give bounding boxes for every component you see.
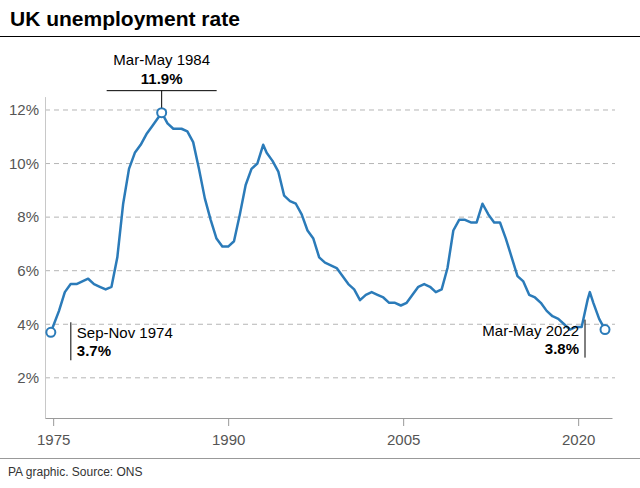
grid-line bbox=[45, 270, 615, 271]
x-axis-line bbox=[46, 418, 613, 419]
line bbox=[51, 113, 605, 333]
x-tick: 1990 bbox=[212, 418, 245, 448]
y-tick-label: 6% bbox=[17, 262, 39, 279]
y-tick: 12% bbox=[9, 101, 45, 118]
y-axis: 2% 4% 6% 8% 10% 12% bbox=[9, 97, 46, 418]
x-tick-label: 1990 bbox=[212, 431, 245, 448]
annotation-marker bbox=[601, 325, 610, 334]
y-axis-line bbox=[45, 97, 46, 418]
x-axis: 1975 1990 2005 2020 bbox=[37, 418, 613, 448]
grid-line bbox=[45, 377, 615, 378]
y-tick: 8% bbox=[17, 208, 45, 225]
x-tick-label: 2005 bbox=[387, 431, 420, 448]
title: UK unemployment rate bbox=[10, 7, 240, 30]
x-tick-mark bbox=[53, 418, 54, 426]
x-tick-mark bbox=[228, 418, 229, 426]
marks bbox=[46, 108, 609, 337]
annotation-value: 3.7% bbox=[77, 342, 111, 359]
annotations: Sep-Nov 19743.7% Mar-May 1984 11.9% Mar-May… bbox=[71, 51, 585, 361]
annotation-label: Sep-Nov 1974 bbox=[77, 324, 173, 341]
y-tick-label: 10% bbox=[9, 155, 39, 172]
x-tick: 2020 bbox=[562, 418, 595, 448]
annotation-label: Mar-May 1984 bbox=[113, 51, 210, 68]
annotation-value: 11.9% bbox=[141, 70, 183, 87]
x-tick-label: 1975 bbox=[37, 431, 70, 448]
y-tick-label: 2% bbox=[17, 369, 39, 386]
y-tick: 2% bbox=[17, 369, 45, 386]
footer-rule bbox=[0, 458, 640, 459]
y-tick: 4% bbox=[17, 316, 45, 333]
title-rule bbox=[0, 36, 640, 37]
chart: UK unemployment rate2%4%6%8%10%12%197519… bbox=[0, 0, 640, 488]
grid bbox=[45, 110, 615, 378]
y-tick: 10% bbox=[9, 155, 45, 172]
x-tick: 1975 bbox=[37, 418, 70, 448]
y-tick-label: 12% bbox=[9, 101, 39, 118]
x-tick-mark bbox=[403, 418, 404, 426]
x-tick: 2005 bbox=[387, 418, 420, 448]
annotation-leader bbox=[161, 91, 162, 108]
grid-line bbox=[45, 217, 615, 218]
x-tick-mark bbox=[578, 418, 579, 426]
annotation-marker bbox=[157, 108, 166, 117]
source: PA graphic. Source: ONS bbox=[8, 465, 143, 479]
annotation-leader bbox=[585, 320, 586, 358]
annotation-marker bbox=[46, 328, 55, 337]
annotation-label: Mar-May 2022 bbox=[482, 322, 579, 339]
x-tick-label: 2020 bbox=[562, 431, 595, 448]
grid-line bbox=[45, 109, 615, 110]
y-tick: 6% bbox=[17, 262, 45, 279]
y-tick-label: 8% bbox=[17, 208, 39, 225]
annotation-leader bbox=[70, 322, 71, 360]
annotation-value: 3.8% bbox=[545, 340, 579, 357]
y-tick-label: 4% bbox=[17, 316, 39, 333]
